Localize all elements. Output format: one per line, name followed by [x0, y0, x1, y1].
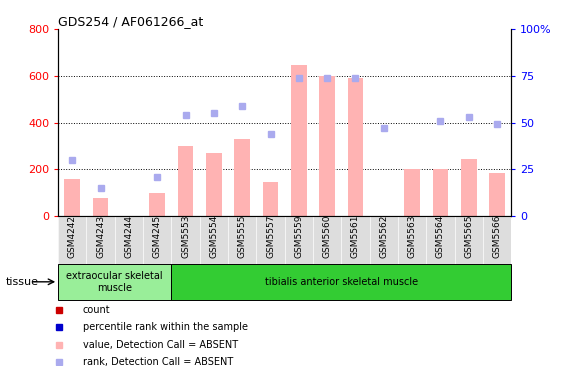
Bar [320, 76, 335, 216]
Bar [234, 139, 250, 216]
Bar [433, 169, 449, 216]
Bar [58, 264, 171, 300]
Bar [404, 169, 420, 216]
Text: tibialis anterior skeletal muscle: tibialis anterior skeletal muscle [265, 277, 418, 287]
Bar [291, 66, 307, 216]
Bar [461, 159, 476, 216]
Bar [206, 153, 222, 216]
Text: GDS254 / AF061266_at: GDS254 / AF061266_at [58, 15, 203, 28]
Text: extraocular skeletal
muscle: extraocular skeletal muscle [66, 271, 163, 293]
Text: percentile rank within the sample: percentile rank within the sample [83, 322, 248, 332]
Text: value, Detection Call = ABSENT: value, Detection Call = ABSENT [83, 340, 238, 350]
Text: count: count [83, 305, 110, 315]
Bar [489, 173, 505, 216]
Bar [347, 78, 363, 216]
Bar [93, 198, 109, 216]
Bar [263, 182, 278, 216]
Text: rank, Detection Call = ABSENT: rank, Detection Call = ABSENT [83, 357, 233, 366]
Bar [64, 179, 80, 216]
Bar [149, 193, 165, 216]
Bar [178, 146, 193, 216]
Text: tissue: tissue [6, 277, 39, 287]
Bar [171, 264, 511, 300]
